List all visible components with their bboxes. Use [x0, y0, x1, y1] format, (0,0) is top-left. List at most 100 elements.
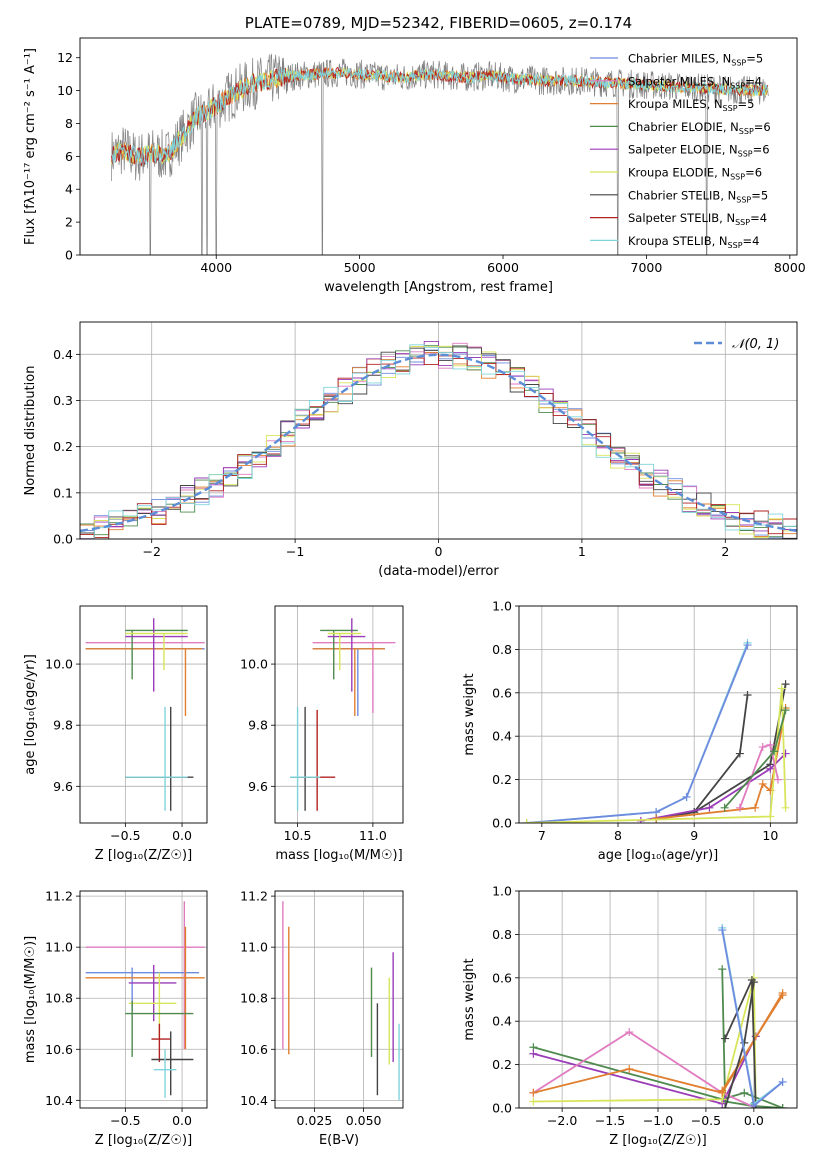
y-tick-label: 10.0: [45, 657, 73, 672]
y-tick-label: 0.8: [492, 927, 512, 942]
y-tick-label: 10: [57, 83, 73, 98]
y-tick-label: 11.0: [240, 940, 268, 955]
axes-frame: [274, 605, 404, 824]
data-point-marker: [682, 792, 691, 801]
y-tick-label: 0.4: [492, 1014, 512, 1029]
x-tick-label: 2: [721, 544, 729, 559]
data-point-marker: [740, 1088, 749, 1097]
y-axis-label: Normed distribution: [23, 366, 38, 496]
data-point-marker: [735, 749, 744, 758]
x-tick-label: −2.0: [547, 1113, 577, 1128]
errorbars: [290, 618, 396, 811]
data-point-marker: [770, 747, 779, 756]
age-vs-metallicity-panel: −0.5 0.0 9.6 9.8 10.0 Z [log₁₀(Z/Z☉)] age [log…: [23, 605, 208, 863]
x-tick-label: 7000: [631, 260, 663, 275]
x-axis-label: (data-model)/error: [378, 564, 499, 579]
x-tick-label: −0.5: [691, 1113, 721, 1128]
data-point-marker: [758, 743, 767, 752]
x-tick-label: 0.0: [172, 828, 192, 843]
mass-vs-ebv-panel: 0.025 0.050 10.4 10.6 10.8 11.0 11.2 E(B-V): [240, 889, 404, 1148]
y-tick-label: 4: [65, 182, 73, 197]
residuals-panel: −2 −1 0 1 2 0.0 0.1 0.2 0.3 0.4 (data-model)/error…: [23, 321, 798, 579]
data-point-marker: [705, 803, 714, 812]
x-tick-label: −0.5: [110, 1113, 140, 1128]
chart-title: PLATE=0789, MJD=52342, FIBERID=0605, z=0…: [245, 14, 632, 32]
data-point-marker: [718, 1086, 727, 1095]
y-tick-label: 0.6: [492, 685, 512, 700]
series-line: [721, 969, 783, 1108]
y-tick-label: 0.2: [53, 439, 73, 454]
model-spectrum: [111, 67, 769, 165]
y-tick-label: 0.1: [53, 485, 73, 500]
y-axis-label: mass [log₁₀(M/M☉)]: [23, 936, 38, 1063]
data-point-marker: [529, 1097, 538, 1106]
data-point-marker: [625, 1028, 634, 1037]
y-tick-label: 10.8: [240, 991, 268, 1006]
x-tick-label: 0.0: [744, 1113, 764, 1128]
y-tick-label: 11.2: [240, 889, 268, 904]
series-line: [533, 977, 757, 1108]
y-axis-label: mass weight: [462, 673, 477, 755]
x-tick-label: 6000: [487, 260, 519, 275]
x-tick-label: 7: [538, 828, 546, 843]
histograms: [80, 340, 797, 539]
data-point-marker: [625, 1064, 634, 1073]
x-tick-label: 5000: [344, 260, 376, 275]
x-axis-label: mass [log₁₀(M/M☉)]: [275, 848, 402, 863]
x-tick-label: −0.5: [110, 828, 140, 843]
y-axis-label: Flux [fλ10⁻¹⁷ erg cm⁻² s⁻¹ A⁻¹]: [23, 48, 38, 245]
data-point-marker: [749, 978, 758, 987]
spectrum-lines: [111, 53, 769, 255]
y-tick-label: 10.6: [45, 1042, 73, 1057]
histogram-series: [80, 344, 797, 539]
x-tick-label: 1: [578, 544, 586, 559]
y-tick-label: 6: [65, 149, 73, 164]
axes-frame: [518, 605, 798, 824]
axes-frame: [79, 37, 798, 256]
data-point-marker: [766, 764, 775, 773]
data-point-marker: [766, 812, 775, 821]
legend-entry: Salpeter STELIB, NSSP=4: [628, 211, 767, 227]
errorbars: [85, 901, 205, 1098]
lines: [529, 923, 787, 1108]
data-point-marker: [781, 706, 790, 715]
mass-weight-vs-age-panel: 7 8 9 10 0.0 0.2 0.4 0.6 0.8 1.0 age [log₁₀(age/yr…: [462, 599, 798, 863]
y-tick-label: 9.6: [53, 779, 73, 794]
data-point-marker: [778, 1077, 787, 1086]
age-vs-mass-panel: 10.5 11.0 9.6 9.8 10.0 mass [log₁₀(M/M☉)]: [240, 605, 404, 863]
y-tick-label: 0.8: [492, 642, 512, 657]
x-axis-label: E(B-V): [319, 1133, 359, 1148]
data-point-marker: [720, 803, 729, 812]
y-tick-label: 1.0: [492, 884, 512, 899]
data-point-marker: [766, 740, 775, 749]
legend-entry: 𝒩(0, 1): [732, 337, 779, 352]
x-tick-label: −2: [142, 544, 160, 559]
x-tick-label: 8: [614, 828, 622, 843]
y-tick-label: 9.8: [248, 718, 268, 733]
x-tick-label: 0: [435, 544, 443, 559]
y-tick-label: 10.0: [240, 657, 268, 672]
axes-frame: [79, 890, 208, 1109]
data-point-marker: [778, 1104, 787, 1108]
y-tick-label: 0.0: [492, 816, 512, 831]
y-tick-label: 0.3: [53, 393, 73, 408]
x-axis-label: Z [log₁₀(Z/Z☉)]: [95, 1133, 192, 1148]
series-line: [526, 688, 787, 823]
data-point-marker: [749, 1101, 758, 1108]
data-point-marker: [718, 965, 727, 974]
x-tick-label: 8000: [774, 260, 806, 275]
axes-frame: [79, 605, 208, 824]
axes-frame: [518, 890, 798, 1109]
data-point-marker: [529, 1088, 538, 1097]
series-line: [721, 994, 784, 1092]
data-point-marker: [751, 803, 760, 812]
legend-entry: Salpeter MILES, NSSP=4: [628, 74, 762, 90]
data-point-marker: [773, 775, 782, 784]
data-point-marker: [522, 819, 531, 823]
spectrum-panel: 4000 5000 6000 7000 8000 0 2 4 6 8 10 12 wavelength …: [23, 14, 806, 295]
x-tick-label: 10: [762, 828, 778, 843]
data-point-marker: [743, 690, 752, 699]
legend-entry: Chabrier STELIB, NSSP=5: [628, 188, 768, 204]
data-point-marker: [777, 684, 786, 693]
